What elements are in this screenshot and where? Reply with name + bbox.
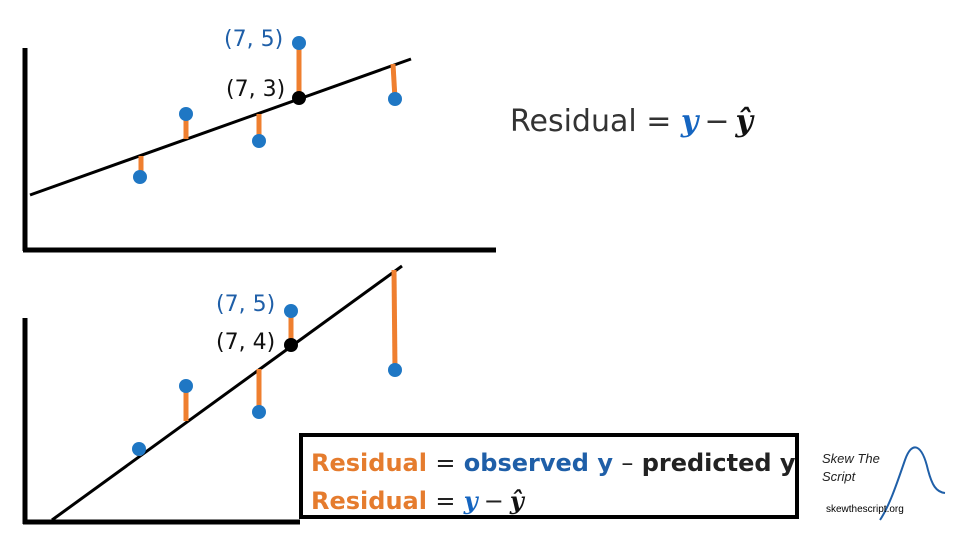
bottom-observed-label: (7, 5)	[216, 292, 276, 317]
definition-line-1: Residual = observed y – predicted y	[311, 445, 796, 482]
top-panel	[22, 36, 496, 253]
top-observed-point	[388, 92, 402, 106]
def2-minus: −	[483, 487, 504, 515]
skew-the-script-logo: Skew The Script skewthescript.org	[808, 440, 958, 540]
bottom-observed-point	[252, 405, 266, 419]
logo-url: skewthescript.org	[826, 504, 904, 515]
logo-curve-icon	[879, 446, 946, 521]
def1-minus: –	[621, 449, 634, 477]
def2-term: Residual	[311, 487, 427, 515]
top-observed-point	[179, 107, 193, 121]
top-observed-point	[133, 170, 147, 184]
definition-box: Residual = observed y – predicted y Resi…	[299, 433, 799, 519]
def2-yhat: ŷ	[509, 486, 524, 515]
bottom-regression-line	[51, 264, 403, 522]
bottom-panel	[22, 264, 403, 525]
residual-formula: Residual = y − ŷ	[510, 104, 753, 139]
bottom-residual-segment	[391, 269, 398, 371]
bottom-observed-point	[388, 363, 402, 377]
formula-minus: −	[704, 104, 730, 139]
bottom-observed-point	[179, 379, 193, 393]
logo-name: Skew The Script	[822, 451, 880, 484]
formula-yhat: ŷ	[735, 104, 753, 139]
def1-observed: observed y	[463, 449, 613, 477]
def1-term: Residual	[311, 449, 427, 477]
formula-y: y	[680, 104, 699, 139]
top-regression-line	[29, 57, 412, 197]
def1-predicted: predicted y	[641, 449, 796, 477]
top-observed-label: (7, 5)	[224, 27, 284, 52]
top-predicted-label: (7, 3)	[226, 77, 286, 102]
def2-y: y	[463, 486, 478, 515]
bottom-observed-point	[132, 442, 146, 456]
top-observed-point-7-5	[292, 36, 306, 50]
top-predicted-point-7-3	[292, 91, 306, 105]
bottom-predicted-label: (7, 4)	[216, 330, 276, 355]
definition-line-2: Residual = y − ŷ	[311, 482, 795, 520]
bottom-predicted-point-7-4	[284, 338, 298, 352]
top-observed-point	[252, 134, 266, 148]
def1-equals: =	[435, 449, 456, 477]
formula-prefix: Residual =	[510, 104, 672, 139]
def2-equals: =	[435, 487, 456, 515]
bottom-observed-point-7-5	[284, 304, 298, 318]
